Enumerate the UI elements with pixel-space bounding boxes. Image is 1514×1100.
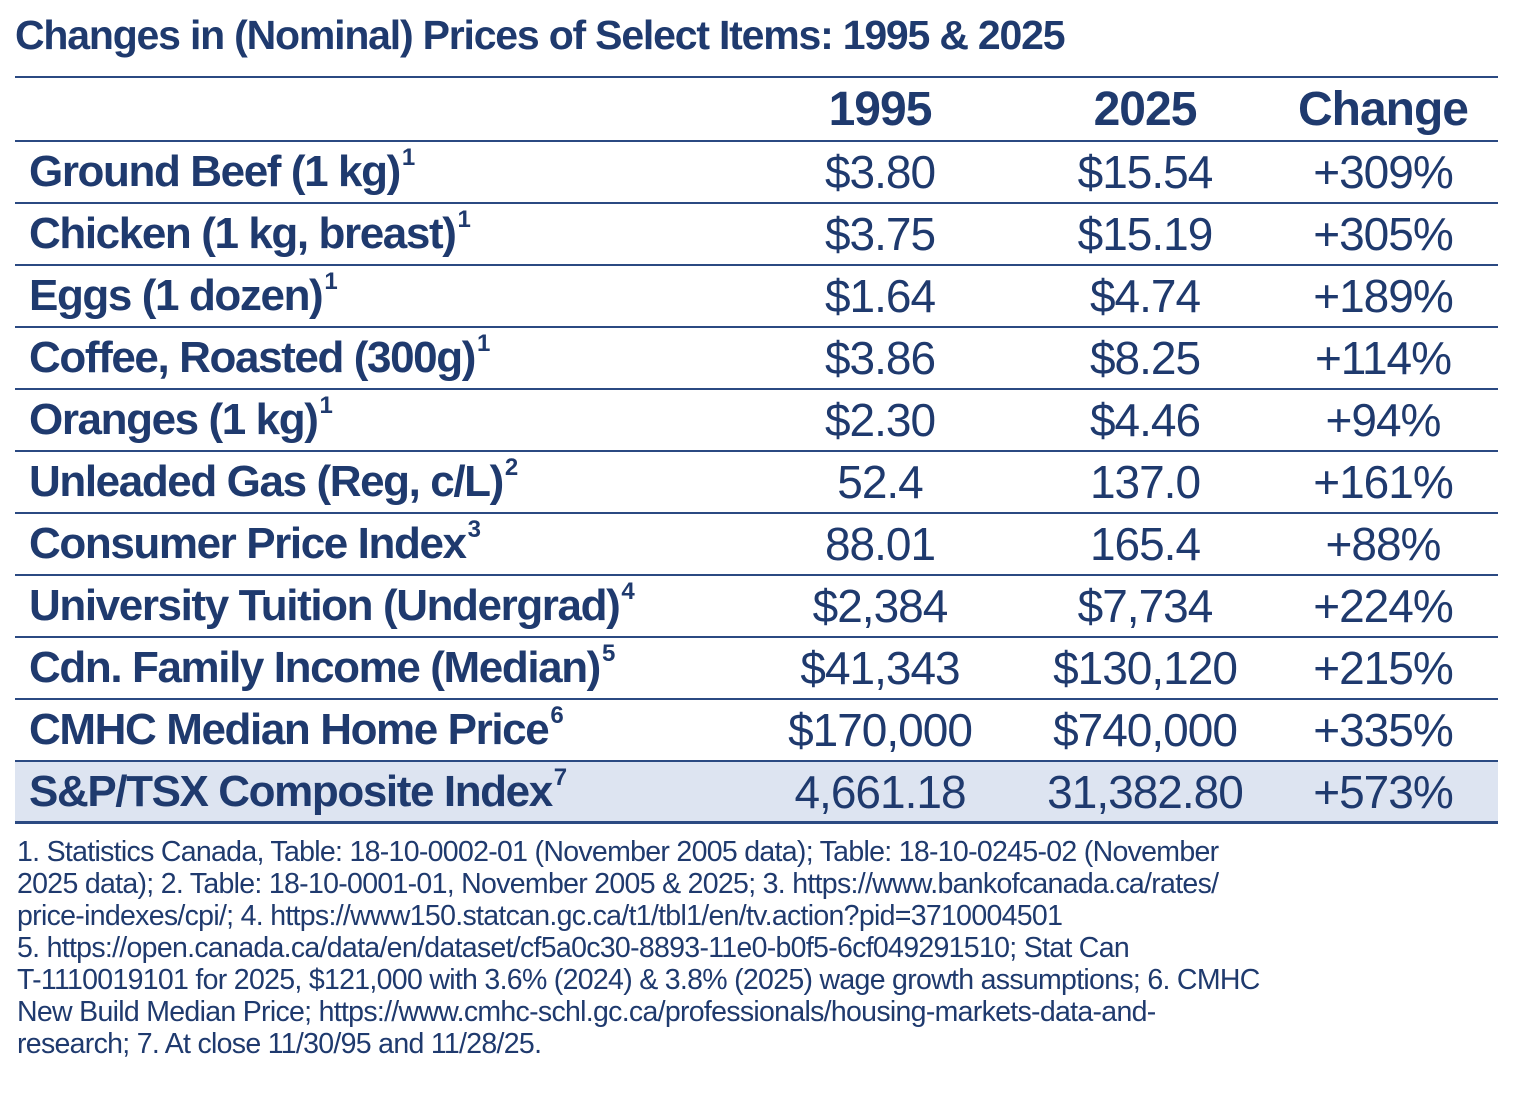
table-row: CMHC Median Home Price 6 $170,000 $740,00… [15,700,1498,762]
table-row: Eggs (1 dozen) 1 $1.64 $4.74 +189% [15,266,1498,328]
value-change: +573% [1313,765,1454,818]
value-change: +305% [1313,208,1454,260]
footnote-ref: 4 [621,578,635,605]
table-row: Oranges (1 kg) 1 $2.30 $4.46 +94% [15,390,1498,452]
value-change: +215% [1313,642,1454,694]
row-label: Unleaded Gas (Reg, c/L) 2 [29,454,519,506]
value-2025: 165.4 [1089,518,1201,570]
value-change: +309% [1313,146,1454,198]
row-label: Coffee, Roasted (300g) 1 [29,330,491,382]
footnote-ref: 1 [476,330,491,357]
row-label: Eggs (1 dozen) 1 [29,268,338,320]
footnote-ref: 7 [553,763,568,791]
table-row: Coffee, Roasted (300g) 1 $3.86 $8.25 +114… [15,328,1498,390]
value-2025: $4.74 [1089,270,1201,322]
value-1995: $41,343 [800,642,960,694]
value-1995: $1.64 [824,270,936,322]
row-label: CMHC Median Home Price 6 [29,702,564,754]
footnote-line: T-1110019101 for 2025, $121,000 with 3.6… [17,964,1260,996]
footnote-ref: 3 [467,516,481,543]
row-label: University Tuition (Undergrad) 4 [29,578,635,630]
table-row: Chicken (1 kg, breast) 1 $3.75 $15.19 +30… [15,204,1498,266]
value-1995: $3.86 [824,332,936,384]
value-change: +224% [1313,580,1454,632]
price-table: 1995 2025 Change Ground Beef (1 kg) 1 $3.… [15,78,1498,824]
header-2025: 2025 [1093,82,1198,136]
row-label: Cdn. Family Income (Median) 5 [29,640,616,692]
footnote-line: 1. Statistics Canada, Table: 18-10-0002-… [17,836,1219,868]
footnote-line: price-indexes/cpi/; 4. https://www150.st… [17,900,1063,932]
footnote-ref: 2 [504,454,519,481]
value-change: +189% [1313,270,1454,322]
table-row: Cdn. Family Income (Median) 5 $41,343 $13… [15,638,1498,700]
row-label: Consumer Price Index 3 [29,516,481,568]
value-1995: $3.75 [824,208,936,260]
value-2025: 137.0 [1089,456,1201,508]
value-change: +335% [1313,704,1454,756]
table-row: Consumer Price Index 3 88.01 165.4 +88% [15,514,1498,576]
value-1995: $3.80 [824,146,936,198]
value-change: +88% [1325,518,1442,570]
header-change: Change [1297,82,1469,136]
value-1995: $2,384 [812,580,949,632]
value-1995: 4,661.18 [794,765,966,818]
table-header-row: 1995 2025 Change [15,78,1498,142]
page-title: Changes in (Nominal) Prices of Select It… [15,12,1066,58]
value-2025: $15.54 [1077,146,1214,198]
footnote-line: research; 7. At close 11/30/95 and 11/28… [17,1028,542,1060]
header-1995: 1995 [828,82,933,136]
footnote-ref: 5 [601,640,616,667]
value-2025: $130,120 [1053,642,1238,694]
value-1995: 52.4 [837,456,924,508]
table-row: Ground Beef (1 kg) 1 $3.80 $15.54 +309% [15,142,1498,204]
table-row-highlighted: S&P/TSX Composite Index 7 4,661.18 31,382… [15,762,1498,824]
value-2025: 31,382.80 [1047,765,1244,818]
value-2025: $4.46 [1089,394,1201,446]
footnotes: 1. Statistics Canada, Table: 18-10-0002-… [17,836,1497,1060]
row-label: S&P/TSX Composite Index 7 [29,763,568,816]
value-1995: 88.01 [824,518,936,570]
value-2025: $740,000 [1053,704,1238,756]
footnote-ref: 1 [319,392,333,419]
footnote-line: 5. https://open.canada.ca/data/en/datase… [17,932,1130,964]
value-1995: $170,000 [788,704,973,756]
value-change: +94% [1325,394,1442,446]
value-change: +161% [1313,456,1454,508]
row-label: Oranges (1 kg) 1 [29,392,333,444]
footnote-line: 2025 data); 2. Table: 18-10-0001-01, Nov… [17,868,1219,900]
row-label: Chicken (1 kg, breast) 1 [29,206,471,258]
value-1995: $2.30 [824,394,936,446]
value-change: +114% [1314,332,1452,384]
table-row: University Tuition (Undergrad) 4 $2,384 $… [15,576,1498,638]
value-2025: $8.25 [1089,332,1201,384]
footnote-ref: 6 [550,702,564,729]
footnote-ref: 1 [457,206,471,233]
value-2025: $15.19 [1077,208,1214,260]
footnote-line: New Build Median Price; https://www.cmhc… [17,996,1156,1028]
top-rule [15,76,1498,78]
value-2025: $7,734 [1077,580,1214,632]
footnote-ref: 1 [401,144,416,171]
row-label: Ground Beef (1 kg) 1 [29,144,416,196]
footnote-ref: 1 [324,268,338,295]
table-row: Unleaded Gas (Reg, c/L) 2 52.4 137.0 +161… [15,452,1498,514]
